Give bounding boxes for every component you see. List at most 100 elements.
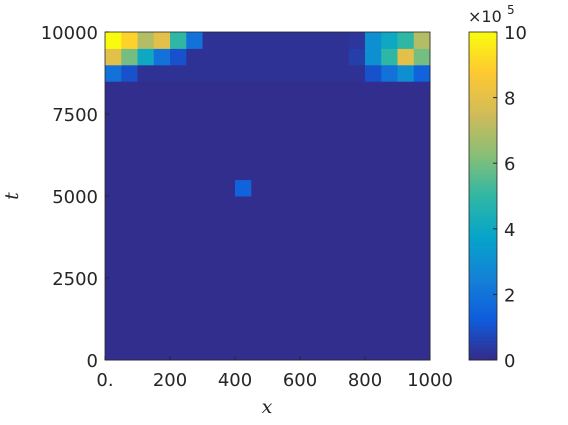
heat-cell bbox=[300, 81, 317, 99]
y-tick-label: 7500 bbox=[52, 105, 98, 126]
heat-cell bbox=[235, 327, 252, 345]
heat-cell bbox=[381, 245, 398, 263]
heat-cell bbox=[121, 179, 138, 197]
heat-cell bbox=[300, 294, 317, 312]
heat-cell bbox=[235, 245, 252, 263]
heat-cell bbox=[365, 97, 382, 115]
heat-cell bbox=[137, 97, 155, 115]
heat-cell bbox=[300, 32, 317, 49]
heat-cell bbox=[105, 278, 122, 295]
colorbar-segment bbox=[469, 166, 497, 171]
heat-cell bbox=[153, 261, 171, 279]
heat-cell bbox=[170, 179, 187, 197]
heat-cell bbox=[413, 81, 431, 99]
heat-cell bbox=[267, 196, 285, 213]
heat-cell bbox=[170, 130, 187, 148]
heat-cell bbox=[365, 146, 382, 164]
heat-cell bbox=[137, 163, 155, 181]
heat-cell bbox=[121, 278, 138, 295]
colorbar-segment bbox=[469, 189, 497, 194]
heat-cell bbox=[381, 327, 398, 345]
colorbar-segment bbox=[469, 350, 497, 354]
heat-cell bbox=[105, 32, 122, 49]
heat-cell bbox=[332, 196, 350, 213]
heat-cell bbox=[365, 245, 382, 263]
colorbar-multiplier: ×10 bbox=[468, 7, 502, 26]
colorbar-segment bbox=[469, 294, 497, 299]
x-tick-label: 200 bbox=[153, 370, 187, 391]
heat-cell bbox=[170, 294, 187, 312]
heat-cell bbox=[365, 64, 382, 82]
heat-cell bbox=[300, 245, 317, 263]
heat-cell bbox=[186, 196, 203, 213]
heat-cell bbox=[251, 212, 268, 230]
x-tick-label: 0. bbox=[96, 370, 113, 391]
heat-cell bbox=[267, 245, 285, 263]
heat-cell bbox=[283, 212, 301, 230]
heat-cell bbox=[413, 32, 431, 49]
colorbar-segment bbox=[469, 104, 497, 108]
heat-cell bbox=[365, 261, 382, 279]
heat-cell bbox=[381, 228, 398, 246]
heat-cell bbox=[170, 81, 187, 99]
heat-cell bbox=[413, 278, 431, 295]
heat-cell bbox=[153, 32, 171, 49]
heat-cell bbox=[218, 278, 236, 295]
colorbar-segment bbox=[469, 287, 497, 292]
heat-cell bbox=[202, 114, 220, 131]
heat-cell bbox=[153, 327, 171, 345]
colorbar-segment bbox=[469, 327, 497, 331]
heat-cell bbox=[202, 32, 220, 49]
heat-cell bbox=[170, 327, 187, 345]
heat-cell bbox=[251, 245, 268, 263]
heat-cell bbox=[332, 97, 350, 115]
heat-cell bbox=[153, 114, 171, 131]
heat-cell bbox=[105, 228, 122, 246]
colorbar-segment bbox=[469, 346, 497, 351]
heat-cell bbox=[235, 64, 252, 82]
heat-cell bbox=[397, 64, 415, 82]
colorbar-segment bbox=[469, 356, 497, 361]
colorbar-segment bbox=[469, 58, 497, 63]
heat-cell bbox=[137, 261, 155, 279]
y-tick-label: 0 bbox=[87, 351, 98, 372]
heat-cell bbox=[283, 163, 301, 181]
heat-cell bbox=[267, 228, 285, 246]
heat-cell bbox=[218, 179, 236, 197]
heat-cell bbox=[381, 48, 398, 66]
y-axis-label: t bbox=[1, 192, 23, 200]
heat-cell bbox=[121, 261, 138, 279]
colorbar-segment bbox=[469, 130, 497, 135]
heat-cell bbox=[413, 48, 431, 66]
heat-cell bbox=[413, 114, 431, 131]
heat-cell bbox=[348, 114, 366, 131]
heat-cell bbox=[235, 278, 252, 295]
heat-cell bbox=[121, 97, 138, 115]
colorbar-segment bbox=[469, 205, 497, 210]
colorbar-segment bbox=[469, 68, 497, 72]
heat-cell bbox=[332, 228, 350, 246]
heat-cell bbox=[186, 32, 203, 49]
heat-cell bbox=[170, 228, 187, 246]
colorbar-segment bbox=[469, 71, 497, 76]
heat-cell bbox=[121, 81, 138, 99]
heat-cell bbox=[105, 212, 122, 230]
heat-cell bbox=[153, 48, 171, 66]
heat-cell bbox=[316, 212, 333, 230]
heat-cell bbox=[365, 278, 382, 295]
heat-cell bbox=[251, 81, 268, 99]
heat-cell bbox=[381, 196, 398, 213]
colorbar-segment bbox=[469, 307, 497, 312]
heat-cell bbox=[283, 114, 301, 131]
colorbar-segment bbox=[469, 54, 497, 59]
heat-cell bbox=[121, 114, 138, 131]
heat-cell bbox=[105, 294, 122, 312]
heat-cell bbox=[267, 146, 285, 164]
heat-cell bbox=[332, 163, 350, 181]
colorbar-frame bbox=[468, 31, 498, 361]
heat-cell bbox=[153, 278, 171, 295]
heat-cell bbox=[397, 343, 415, 361]
heat-cell bbox=[170, 310, 187, 328]
heat-cell bbox=[121, 343, 138, 361]
